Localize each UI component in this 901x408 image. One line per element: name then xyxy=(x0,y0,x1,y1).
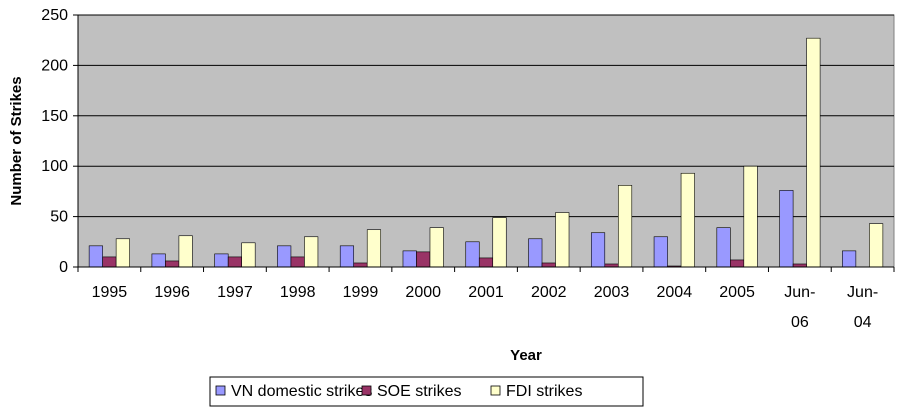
gridlines xyxy=(73,14,894,268)
legend-label: VN domestic strikes xyxy=(231,383,372,400)
bar-fdi-strikes-jun-06 xyxy=(806,37,821,268)
bar-fdi-strikes-1996 xyxy=(178,235,193,268)
bar-vn-domestic-strikes-2001 xyxy=(465,241,480,268)
bar-soe-strikes-2001 xyxy=(478,257,494,268)
legend-label: FDI strikes xyxy=(506,383,582,400)
x-tick-label: 2004 xyxy=(657,284,693,301)
x-tick-label: 1998 xyxy=(280,284,316,301)
bar-fdi-strikes-1997 xyxy=(241,242,256,268)
bar-fdi-strikes-2004 xyxy=(680,172,695,268)
bar-soe-strikes-2002 xyxy=(541,262,556,268)
y-tick-label: 150 xyxy=(41,108,68,125)
y-tick-label: 50 xyxy=(50,209,68,226)
legend: VN domestic strikes SOE strikes FDI strike… xyxy=(209,376,644,407)
y-tick-label: 100 xyxy=(41,158,68,175)
bar-fdi-strikes-1995 xyxy=(115,238,130,268)
x-tick-label: 2002 xyxy=(531,284,567,301)
bar-fdi-strikes-2000 xyxy=(429,227,444,268)
y-tick-label: 200 xyxy=(41,57,68,74)
legend-box xyxy=(209,376,644,407)
legend-swatch xyxy=(361,385,372,396)
x-tick-label: 1996 xyxy=(154,284,190,301)
bar-vn-domestic-strikes-2005 xyxy=(716,227,731,268)
bar-fdi-strikes-2003 xyxy=(617,185,633,268)
bar-vn-domestic-strikes-1995 xyxy=(88,245,103,268)
bar-vn-domestic-strikes-2002 xyxy=(528,238,543,268)
bar-fdi-strikes-1999 xyxy=(366,229,382,268)
x-axis-title: Year xyxy=(510,347,542,364)
bar-fdi-strikes-2001 xyxy=(492,217,507,268)
bar-soe-strikes-2000 xyxy=(416,251,431,268)
bar-vn-domestic-strikes-jun-04 xyxy=(842,250,857,268)
bar-soe-strikes-1997 xyxy=(227,256,242,268)
x-tick-label: 1995 xyxy=(92,284,128,301)
x-tick-label: 1999 xyxy=(343,284,379,301)
x-tick-label: 2001 xyxy=(468,284,504,301)
plot-area xyxy=(77,14,895,268)
bar-soe-strikes-1996 xyxy=(165,260,180,268)
bar-vn-domestic-strikes-1998 xyxy=(277,245,292,268)
bar-vn-domestic-strikes-jun-06 xyxy=(779,190,794,268)
bar-fdi-strikes-2005 xyxy=(743,165,758,268)
legend-swatch xyxy=(215,385,226,396)
legend-label: SOE strikes xyxy=(377,383,461,400)
y-tick-label: 250 xyxy=(41,7,68,24)
bar-fdi-strikes-1998 xyxy=(304,236,319,268)
y-tick-label: 0 xyxy=(59,259,68,276)
x-tick-labels: 1995 1996 1997 1998 1999 2000 2001 2002 2003 2004… xyxy=(92,284,879,331)
x-tick-label: 2000 xyxy=(405,284,441,301)
axes xyxy=(77,15,895,272)
legend-swatch xyxy=(490,385,501,396)
bar-vn-domestic-strikes-2004 xyxy=(653,236,668,268)
y-axis-title: Number of Strikes xyxy=(8,76,25,205)
x-tick-label: Jun-06 xyxy=(784,284,815,331)
bar-fdi-strikes-jun-04 xyxy=(869,223,884,268)
x-tick-label: 2005 xyxy=(719,284,755,301)
bar-soe-strikes-2005 xyxy=(730,259,745,268)
bar-vn-domestic-strikes-1997 xyxy=(214,253,229,268)
bar-soe-strikes-1998 xyxy=(290,256,305,268)
bar-vn-domestic-strikes-1999 xyxy=(339,245,355,268)
bar-vn-domestic-strikes-1996 xyxy=(151,253,166,268)
x-tick-label: Jun-04 xyxy=(847,284,878,331)
y-tick-labels: 0 50 100 150 200 250 xyxy=(41,7,68,276)
bar-soe-strikes-1995 xyxy=(102,256,117,268)
x-tick-label: 1997 xyxy=(217,284,253,301)
bar-vn-domestic-strikes-2000 xyxy=(402,250,417,268)
bar-soe-strikes-1999 xyxy=(353,262,368,268)
x-tick-label: 2003 xyxy=(594,284,630,301)
bar-fdi-strikes-2002 xyxy=(555,212,570,268)
bar-vn-domestic-strikes-2003 xyxy=(590,232,606,268)
